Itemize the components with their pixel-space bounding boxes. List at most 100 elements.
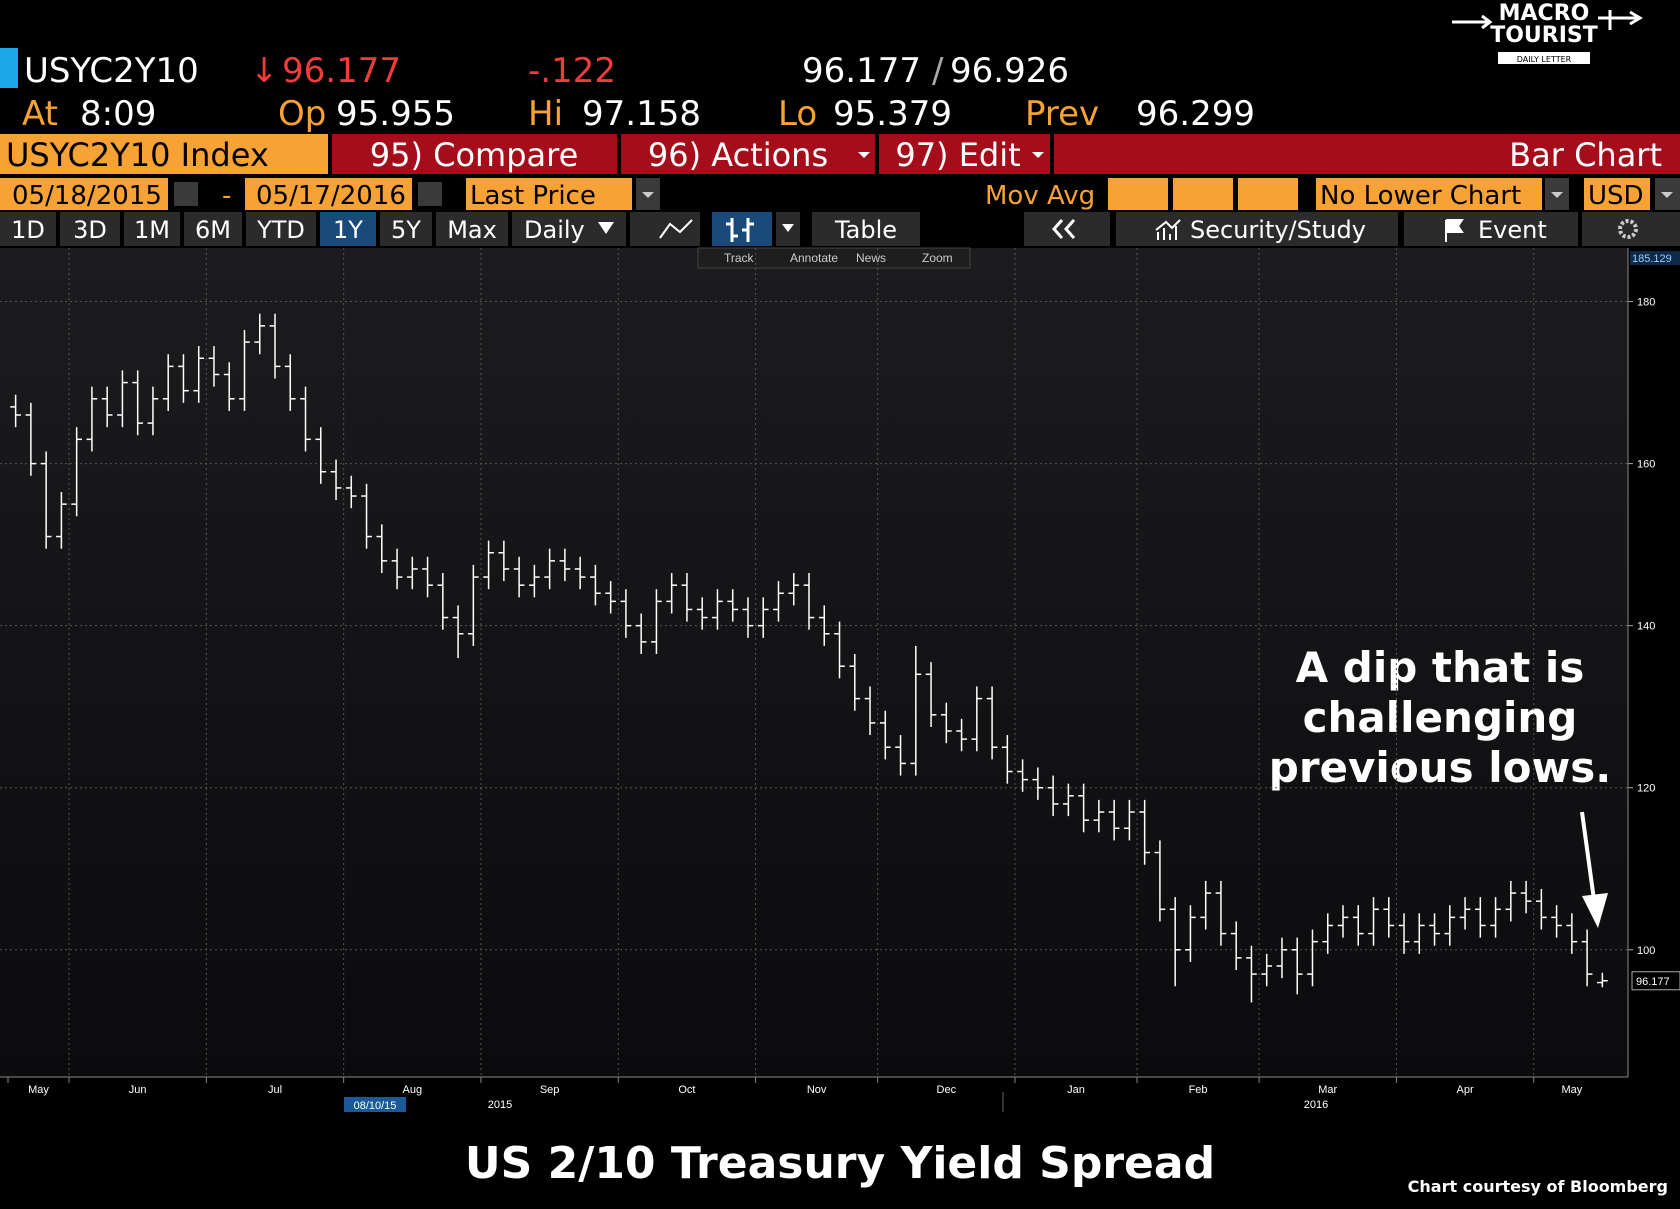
settings-button[interactable]	[1582, 212, 1680, 246]
range-button[interactable]	[320, 212, 376, 246]
range-label[interactable]: YTD	[256, 216, 305, 244]
range-button[interactable]	[380, 212, 432, 246]
range-button[interactable]	[436, 212, 508, 246]
range-label[interactable]: 3D	[73, 216, 107, 244]
last-price-label: 96.177	[1636, 976, 1670, 988]
bid: 96.177	[802, 51, 921, 91]
year-label: 2015	[488, 1099, 512, 1111]
ticker: USYC2Y10	[24, 51, 199, 91]
cursor-box	[344, 1097, 406, 1112]
range-button[interactable]	[60, 212, 120, 246]
tools-bar	[697, 247, 971, 269]
stat-value: 95.955	[336, 94, 455, 134]
annotation-line: A dip that is	[1296, 643, 1585, 692]
chart-type-bar[interactable]	[1054, 134, 1680, 174]
last-price: 96.177	[282, 51, 401, 91]
range-label[interactable]: 1D	[11, 216, 45, 244]
security-study[interactable]: Security/Study	[1190, 216, 1366, 244]
end-date[interactable]: 05/17/2016	[256, 181, 406, 211]
range-label[interactable]: Max	[447, 216, 497, 244]
range-button[interactable]	[124, 212, 180, 246]
study-field[interactable]	[1238, 178, 1298, 210]
x-tick-label: May	[1561, 1084, 1582, 1096]
dropdown-icon	[1551, 192, 1563, 198]
security-tab[interactable]	[0, 134, 328, 174]
range-button[interactable]	[0, 212, 56, 246]
change: -.122	[528, 51, 616, 91]
actions-button[interactable]	[621, 134, 875, 174]
price-arrow: ↓	[250, 51, 279, 91]
calendar-icon[interactable]	[174, 182, 198, 206]
tool[interactable]: Zoom	[922, 251, 953, 265]
edit[interactable]: 97) Edit	[895, 136, 1020, 174]
tool[interactable]: Annotate	[790, 251, 838, 265]
range-button[interactable]	[184, 212, 242, 246]
x-tick-label: Jan	[1067, 1084, 1085, 1096]
logo-banner	[1498, 52, 1590, 64]
x-tick-label: May	[28, 1084, 49, 1096]
security[interactable]: USYC2Y10 Index	[6, 136, 269, 174]
study[interactable]: Mov Avg	[985, 181, 1095, 211]
arrow-head	[1582, 893, 1608, 928]
table-button[interactable]	[812, 212, 920, 246]
calendar-icon[interactable]	[418, 182, 442, 206]
logo-arrows	[1452, 10, 1643, 30]
actions[interactable]: 96) Actions	[648, 136, 828, 174]
annotation-arrow	[1580, 811, 1596, 901]
y-tick-label: 100	[1637, 945, 1655, 957]
stat-value: 95.379	[833, 94, 952, 134]
gear-icon	[1618, 219, 1638, 239]
y-tick-label: 180	[1637, 297, 1655, 309]
x-tick-label: Dec	[937, 1084, 957, 1096]
line-icon-button[interactable]	[630, 212, 700, 246]
range-label[interactable]: 1M	[134, 216, 170, 244]
study-field[interactable]	[1108, 178, 1168, 210]
x-tick-label: Aug	[403, 1084, 423, 1096]
study-field[interactable]	[1173, 178, 1233, 210]
compare[interactable]: 95) Compare	[370, 136, 579, 174]
x-tick-label: Feb	[1189, 1084, 1208, 1096]
x-tick-label: Apr	[1456, 1084, 1473, 1096]
period[interactable]: Daily	[524, 216, 585, 244]
field-select[interactable]	[466, 178, 632, 210]
tool[interactable]: Track	[724, 251, 755, 265]
start-field[interactable]	[0, 178, 168, 210]
lower-chart[interactable]: No Lower Chart	[1320, 181, 1521, 211]
compare-button[interactable]	[332, 134, 617, 174]
currency-select[interactable]	[1584, 178, 1650, 210]
bar-icon	[726, 218, 754, 242]
top-label: 185.129	[1632, 253, 1672, 265]
edit-button[interactable]	[879, 134, 1050, 174]
range-button[interactable]	[246, 212, 316, 246]
cursor-date: 08/10/15	[354, 1100, 397, 1112]
field[interactable]: Last Price	[470, 181, 596, 211]
x-tick-label: Sep	[540, 1084, 560, 1096]
x-tick-label: Mar	[1318, 1084, 1337, 1096]
range-label[interactable]: 1Y	[333, 216, 363, 244]
y-tick-label: 160	[1637, 459, 1655, 471]
start-date[interactable]: 05/18/2015	[12, 181, 162, 211]
table[interactable]: Table	[834, 216, 897, 244]
chart-type[interactable]: Bar Chart	[1509, 136, 1662, 174]
logo-line: DAILY LETTER	[1517, 55, 1572, 64]
chart-title: US 2/10 Treasury Yield Spread	[465, 1138, 1215, 1189]
event[interactable]: Event	[1478, 216, 1547, 244]
stat-label: At	[22, 94, 58, 134]
ticker-marker	[0, 48, 18, 88]
bid-ask-sep: /	[932, 51, 944, 91]
event-button[interactable]	[1404, 212, 1578, 246]
stat-label: Lo	[778, 94, 817, 134]
x-tick-label: Jul	[268, 1084, 282, 1096]
year-label: 2016	[1304, 1099, 1328, 1111]
annotation-line: previous lows.	[1269, 743, 1611, 792]
lower-select[interactable]	[1316, 178, 1542, 210]
date-dash: -	[222, 181, 231, 211]
range-label[interactable]: 5Y	[391, 216, 421, 244]
collapse-icon	[1051, 219, 1076, 239]
range-label[interactable]: 6M	[195, 216, 231, 244]
currency[interactable]: USD	[1588, 181, 1644, 211]
end-field[interactable]	[245, 178, 412, 210]
tool[interactable]: News	[856, 251, 886, 265]
